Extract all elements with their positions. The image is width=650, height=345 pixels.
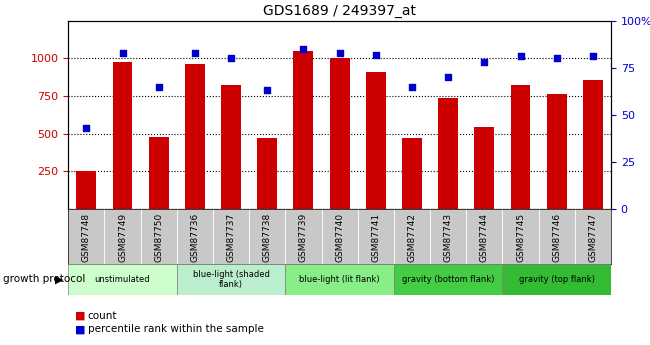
Bar bbox=[68, 264, 177, 295]
Point bbox=[153, 84, 164, 89]
Point bbox=[226, 56, 237, 61]
Point bbox=[551, 56, 562, 61]
Bar bbox=[402, 138, 422, 209]
Bar bbox=[474, 128, 494, 209]
Text: GSM87744: GSM87744 bbox=[480, 213, 489, 262]
Point bbox=[588, 54, 598, 59]
Point bbox=[443, 74, 453, 80]
Bar bbox=[294, 51, 313, 209]
Bar bbox=[438, 98, 458, 209]
Point bbox=[515, 54, 526, 59]
Bar bbox=[285, 264, 394, 295]
Text: gravity (top flank): gravity (top flank) bbox=[519, 275, 595, 284]
Text: GSM87745: GSM87745 bbox=[516, 213, 525, 262]
Bar bbox=[394, 264, 502, 295]
Point bbox=[190, 50, 200, 56]
Text: GSM87741: GSM87741 bbox=[371, 213, 380, 262]
Text: GSM87739: GSM87739 bbox=[299, 213, 308, 263]
Text: count: count bbox=[88, 311, 117, 321]
Point bbox=[479, 59, 489, 65]
Bar bbox=[511, 85, 530, 209]
Text: GSM87742: GSM87742 bbox=[408, 213, 417, 262]
Bar bbox=[366, 72, 385, 209]
Text: GSM87743: GSM87743 bbox=[444, 213, 452, 262]
Text: GSM87750: GSM87750 bbox=[154, 213, 163, 263]
Bar bbox=[330, 58, 350, 209]
Text: gravity (bottom flank): gravity (bottom flank) bbox=[402, 275, 495, 284]
Text: GSM87738: GSM87738 bbox=[263, 213, 272, 263]
Point bbox=[298, 46, 309, 52]
Text: blue-light (lit flank): blue-light (lit flank) bbox=[299, 275, 380, 284]
Bar bbox=[547, 93, 567, 209]
Text: GSM87740: GSM87740 bbox=[335, 213, 344, 262]
Title: GDS1689 / 249397_at: GDS1689 / 249397_at bbox=[263, 4, 416, 18]
Bar bbox=[177, 264, 285, 295]
Point bbox=[370, 52, 381, 57]
Bar bbox=[112, 62, 133, 209]
Text: growth protocol: growth protocol bbox=[3, 275, 86, 284]
Text: ■: ■ bbox=[75, 311, 85, 321]
Bar bbox=[77, 171, 96, 209]
Bar bbox=[583, 80, 603, 209]
Bar bbox=[221, 85, 241, 209]
Text: GSM87747: GSM87747 bbox=[588, 213, 597, 262]
Point bbox=[117, 50, 127, 56]
Point bbox=[334, 50, 345, 56]
Text: GSM87746: GSM87746 bbox=[552, 213, 561, 262]
Text: blue-light (shaded
flank): blue-light (shaded flank) bbox=[192, 270, 270, 289]
Bar bbox=[257, 138, 277, 209]
Bar bbox=[149, 137, 168, 209]
Text: percentile rank within the sample: percentile rank within the sample bbox=[88, 325, 264, 334]
Text: unstimulated: unstimulated bbox=[95, 275, 150, 284]
Point bbox=[407, 84, 417, 89]
Text: GSM87737: GSM87737 bbox=[227, 213, 235, 263]
Text: ▶: ▶ bbox=[55, 275, 64, 284]
Bar bbox=[185, 64, 205, 209]
Point bbox=[81, 125, 92, 131]
Text: ■: ■ bbox=[75, 325, 85, 334]
Bar bbox=[502, 264, 611, 295]
Text: GSM87748: GSM87748 bbox=[82, 213, 91, 262]
Point bbox=[262, 88, 272, 93]
Text: GSM87749: GSM87749 bbox=[118, 213, 127, 262]
Text: GSM87736: GSM87736 bbox=[190, 213, 200, 263]
